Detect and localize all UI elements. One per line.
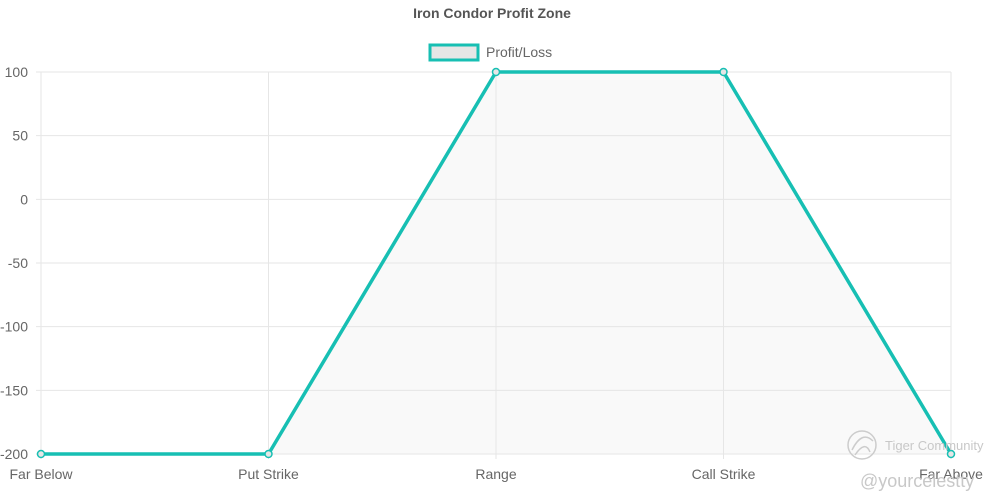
y-tick-label: -100: [0, 319, 28, 335]
x-tick-label: Range: [475, 466, 516, 482]
y-tick-label: -200: [0, 446, 28, 462]
data-point[interactable]: [36, 449, 46, 459]
data-point[interactable]: [491, 67, 501, 77]
legend-label: Profit/Loss: [486, 44, 552, 60]
tiger-logo-stripe-icon: [851, 436, 874, 456]
x-tick-label: Put Strike: [238, 466, 299, 482]
x-axis: Far Below Put Strike Range Call Strike Far A…: [9, 466, 983, 482]
y-tick-label: -150: [0, 382, 28, 398]
watermark-brand: Tiger Community: [885, 438, 984, 453]
chart-title: Iron Condor Profit Zone: [413, 5, 571, 21]
data-point[interactable]: [946, 449, 956, 459]
legend-swatch: [428, 43, 480, 62]
x-tick-label: Call Strike: [692, 466, 756, 482]
y-tick-label: 0: [20, 191, 28, 207]
watermark: Tiger Community @yourcelestty: [847, 430, 984, 491]
legend[interactable]: Profit/Loss: [428, 43, 552, 62]
y-tick-label: 50: [12, 128, 28, 144]
series-area: [41, 72, 951, 454]
data-point[interactable]: [264, 449, 273, 459]
series-layer: [36, 67, 956, 459]
tiger-logo-icon: [847, 430, 877, 460]
watermark-handle: @yourcelestty: [860, 471, 974, 491]
y-tick-label: 100: [5, 64, 29, 80]
y-tick-label: -50: [8, 255, 28, 271]
data-point[interactable]: [719, 67, 728, 77]
x-tick-label: Far Below: [9, 466, 73, 482]
x-tick-label: Far Above: [919, 466, 983, 482]
y-axis: 100 50 0 -50 -100 -150 -200: [0, 64, 28, 462]
